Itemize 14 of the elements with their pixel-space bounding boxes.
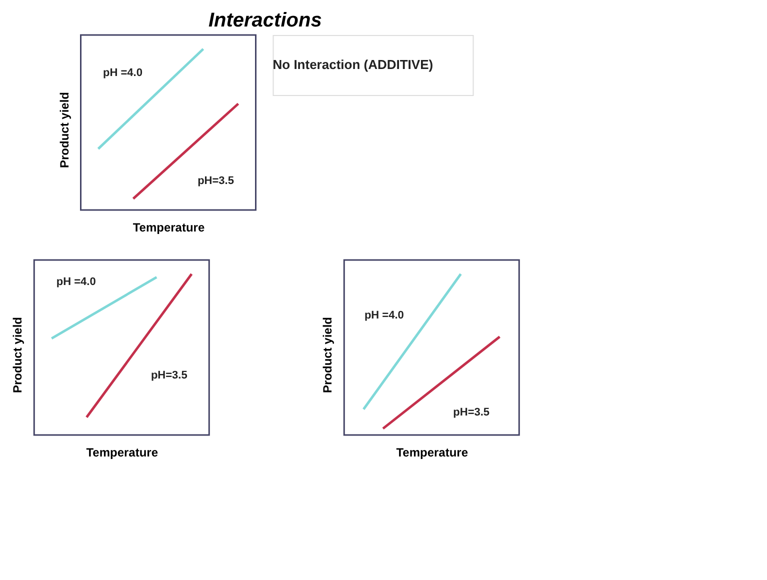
y-axis-title: Product yield bbox=[57, 92, 72, 168]
x-axis-title: Temperature bbox=[396, 446, 468, 460]
series-label: pH =4.0 bbox=[364, 310, 404, 322]
y-axis-title: Product yield bbox=[10, 316, 25, 394]
text: pH=3.5 bbox=[150, 370, 188, 382]
x-axis-title: Temperature bbox=[132, 220, 205, 234]
x-axis-title: Temperature bbox=[86, 446, 158, 460]
text: pH=3.5 bbox=[198, 175, 234, 188]
series-label: pH =4.0 bbox=[56, 276, 96, 288]
y-axis-title: Product yield bbox=[320, 316, 335, 394]
text: pH=3.5 bbox=[453, 406, 490, 419]
chart-title: Interactions bbox=[208, 9, 322, 32]
text: No Interaction (ADDITIVE) bbox=[272, 57, 434, 72]
series-label: pH =4.0 bbox=[103, 66, 142, 79]
